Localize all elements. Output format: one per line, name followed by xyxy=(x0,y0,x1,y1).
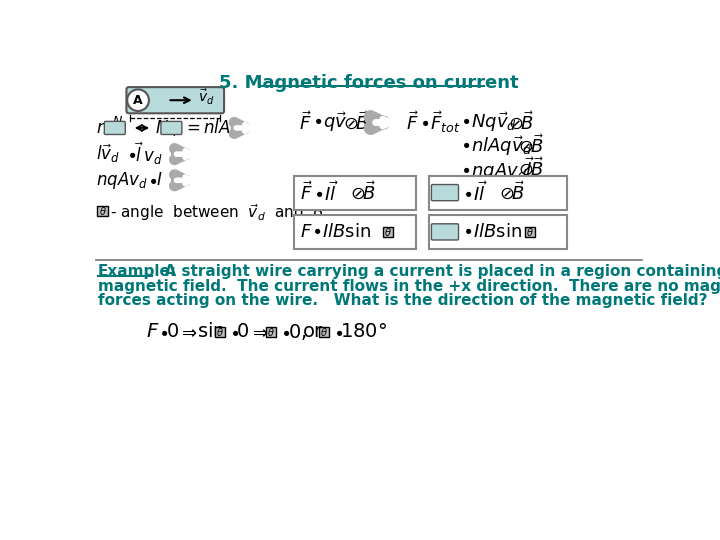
Text: $\vec{F}$: $\vec{F}$ xyxy=(300,181,312,204)
Text: $\bullet IlB\sin$: $\bullet IlB\sin$ xyxy=(311,223,371,241)
Text: $\bullet$: $\bullet$ xyxy=(229,323,239,341)
Text: $l\vec{v}_d$: $l\vec{v}_d$ xyxy=(96,143,120,165)
Text: $\bullet Nq\vec{v}_d$: $\bullet Nq\vec{v}_d$ xyxy=(459,111,517,134)
FancyBboxPatch shape xyxy=(383,227,393,237)
Text: $\bullet$: $\bullet$ xyxy=(148,171,158,190)
Text: - angle  between  $\vec{v}_d$  and  $\vec{B}$: - angle between $\vec{v}_d$ and $\vec{B}… xyxy=(110,199,325,223)
FancyBboxPatch shape xyxy=(215,327,225,337)
Text: $\bullet nqAv_d\vec{l}$: $\bullet nqAv_d\vec{l}$ xyxy=(459,155,534,183)
Text: $\vec{F}$: $\vec{F}$ xyxy=(406,111,419,134)
Text: $F$: $F$ xyxy=(300,223,312,241)
Text: $0,$: $0,$ xyxy=(287,322,306,342)
Text: forces acting on the wire.   What is the direction of the magnetic field?: forces acting on the wire. What is the d… xyxy=(98,294,707,308)
Text: $\oslash\!\vec{B}$: $\oslash\!\vec{B}$ xyxy=(518,158,544,180)
Text: $n$: $n$ xyxy=(96,119,107,137)
Text: $l$: $l$ xyxy=(172,123,179,139)
Text: $\bullet$: $\bullet$ xyxy=(280,323,290,341)
Text: or: or xyxy=(303,322,323,341)
Text: $0$: $0$ xyxy=(166,322,179,341)
Text: $I$: $I$ xyxy=(156,171,162,190)
Text: $N$: $N$ xyxy=(112,114,122,127)
Text: $180°$: $180°$ xyxy=(341,322,387,341)
Text: $\vec{F}$: $\vec{F}$ xyxy=(300,111,312,134)
Text: $\theta$: $\theta$ xyxy=(526,226,534,238)
Text: $\oslash\!\vec{B}$: $\oslash\!\vec{B}$ xyxy=(508,111,535,133)
FancyBboxPatch shape xyxy=(294,215,416,249)
Text: A: A xyxy=(133,94,143,107)
FancyBboxPatch shape xyxy=(294,176,416,210)
FancyBboxPatch shape xyxy=(127,87,224,113)
FancyBboxPatch shape xyxy=(429,176,567,210)
FancyBboxPatch shape xyxy=(429,215,567,249)
Text: $\bullet$: $\bullet$ xyxy=(127,145,137,163)
Text: $\oslash\!\vec{B}$: $\oslash\!\vec{B}$ xyxy=(343,111,369,133)
Text: $\oslash\!\vec{B}$: $\oslash\!\vec{B}$ xyxy=(499,181,526,204)
FancyBboxPatch shape xyxy=(97,206,108,217)
FancyBboxPatch shape xyxy=(104,122,125,134)
Text: $=nlA$: $=nlA$ xyxy=(183,119,231,137)
Text: magnetic field.  The current flows in the +x direction.  There are no magnetic: magnetic field. The current flows in the… xyxy=(98,279,720,294)
Text: $0$: $0$ xyxy=(236,322,249,341)
Circle shape xyxy=(127,90,149,111)
Text: $\bullet I\vec{l}$: $\bullet I\vec{l}$ xyxy=(462,181,488,205)
Text: $\theta$: $\theta$ xyxy=(216,326,224,338)
Text: $\oslash\!\vec{B}$: $\oslash\!\vec{B}$ xyxy=(518,134,544,157)
Text: $\oslash\!\vec{B}$: $\oslash\!\vec{B}$ xyxy=(350,181,376,204)
FancyBboxPatch shape xyxy=(161,122,182,134)
FancyBboxPatch shape xyxy=(431,185,459,201)
Text: Example:: Example: xyxy=(98,264,177,279)
Text: $\vec{v}_d$: $\vec{v}_d$ xyxy=(199,87,215,107)
Text: $\bullet q\vec{v}$: $\bullet q\vec{v}$ xyxy=(312,111,348,134)
Text: $F$: $F$ xyxy=(145,322,159,341)
Text: $\bullet I\vec{l}$: $\bullet I\vec{l}$ xyxy=(313,181,339,205)
Text: 5. Magnetic forces on current: 5. Magnetic forces on current xyxy=(219,74,519,92)
Text: $\bullet IlB\sin$: $\bullet IlB\sin$ xyxy=(462,223,522,241)
Text: $\bullet nlAq\vec{v}_d$: $\bullet nlAq\vec{v}_d$ xyxy=(459,134,532,158)
Text: $N$: $N$ xyxy=(155,119,169,137)
Text: $\theta$: $\theta$ xyxy=(384,226,392,238)
Text: $\bullet$: $\bullet$ xyxy=(158,323,168,341)
Text: $\bullet$: $\bullet$ xyxy=(333,323,343,341)
Text: $\bullet\vec{F}_{tot}$: $\bullet\vec{F}_{tot}$ xyxy=(419,110,462,136)
FancyBboxPatch shape xyxy=(266,327,276,337)
Text: $\theta$: $\theta$ xyxy=(320,326,328,338)
Text: $nqAv_d$: $nqAv_d$ xyxy=(96,170,148,191)
Text: $\Rightarrow$: $\Rightarrow$ xyxy=(178,323,197,341)
Text: $\Rightarrow$: $\Rightarrow$ xyxy=(249,323,269,341)
Text: $\theta$: $\theta$ xyxy=(99,205,107,217)
Text: $lA$: $lA$ xyxy=(112,123,125,137)
FancyBboxPatch shape xyxy=(431,224,459,240)
Text: $\theta$: $\theta$ xyxy=(267,326,275,338)
Text: $\vec{l}\,v_d$: $\vec{l}\,v_d$ xyxy=(135,141,163,167)
Text: A straight wire carrying a current is placed in a region containing a: A straight wire carrying a current is pl… xyxy=(154,264,720,279)
Text: $\sin$: $\sin$ xyxy=(197,322,225,341)
FancyBboxPatch shape xyxy=(319,327,329,337)
FancyBboxPatch shape xyxy=(525,227,535,237)
